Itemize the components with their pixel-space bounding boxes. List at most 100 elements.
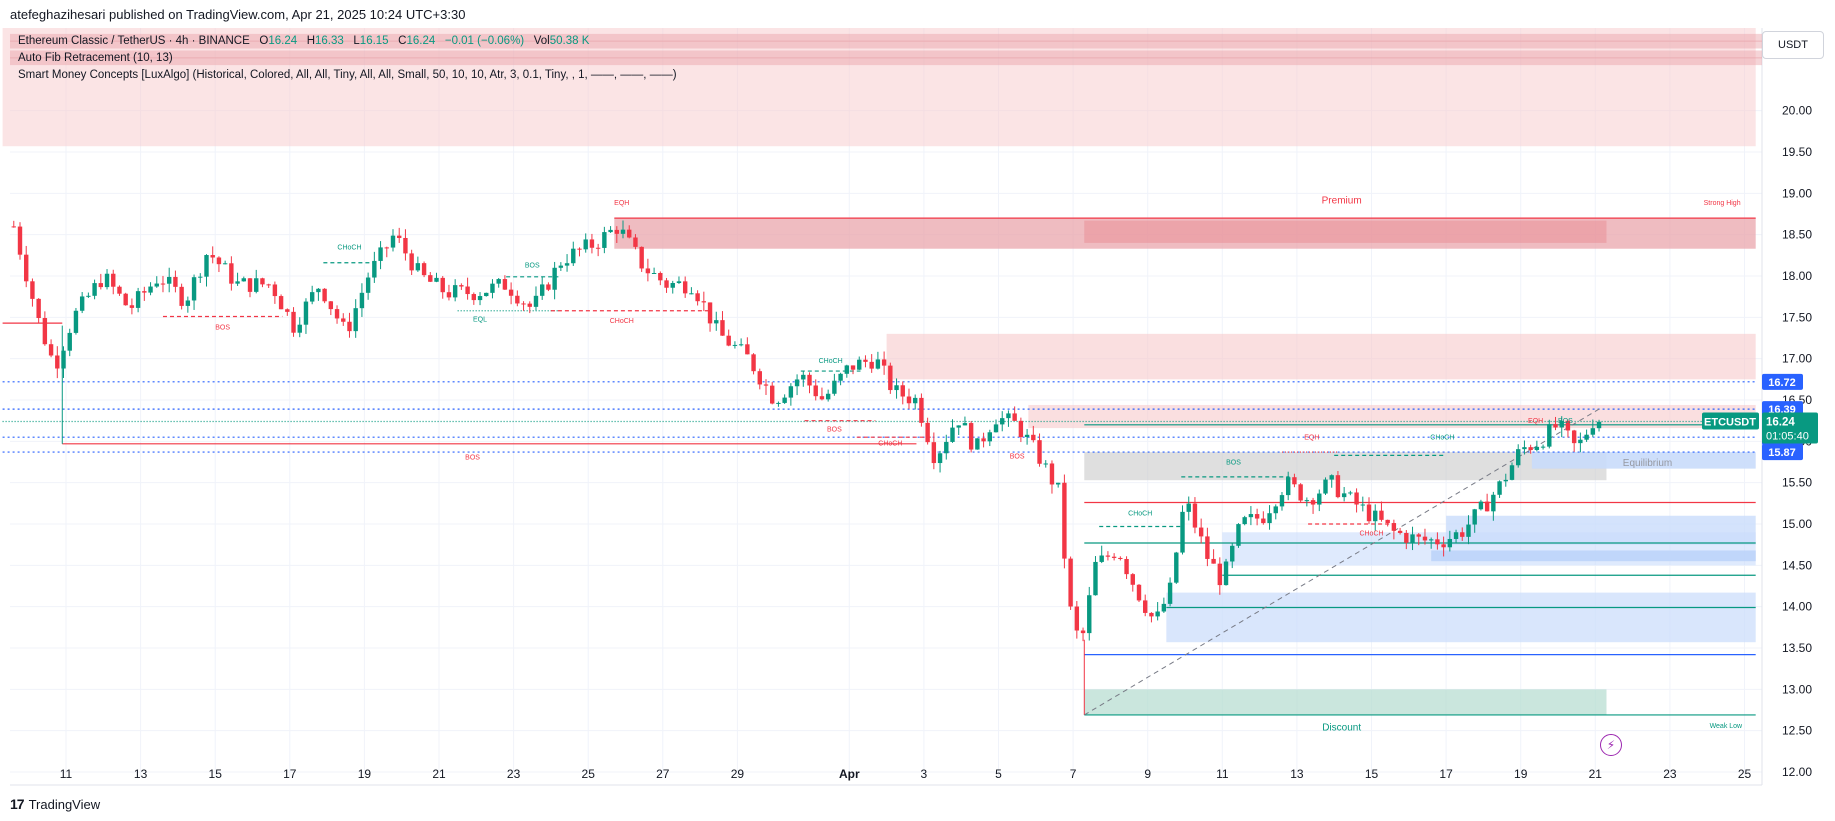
candle [1292,473,1297,488]
candle [1080,627,1086,642]
candle [571,241,576,266]
candle [409,249,414,276]
structure-label: Weak Low [1710,723,1743,730]
candle [285,308,290,316]
candle [1559,416,1564,438]
candle [229,256,234,291]
candle [950,419,955,443]
lightning-icon[interactable]: ⚡ [1600,734,1622,756]
candle [813,379,818,401]
candle [546,282,551,292]
candle [894,378,899,399]
x-tick-label: 21 [1589,767,1603,781]
candle [714,311,719,331]
candle [1379,501,1384,522]
candle [1466,515,1471,545]
candle [838,372,843,386]
y-tick-label: 15.00 [1782,517,1812,531]
candle [484,292,489,297]
candle [247,278,253,298]
candle [1099,545,1104,564]
symbol-name[interactable]: Ethereum Classic / TetherUS · 4h · BINAN… [18,35,250,47]
candle [1410,526,1415,551]
candle [968,421,974,453]
candle [962,416,968,426]
tradingview-logo[interactable]: 17 TradingView [10,796,100,812]
structure-annotations: EQH Premium Strong High CHoCH BOS BOS EQL CHoCH… [215,195,1743,733]
candle [254,269,259,294]
candle [1385,519,1390,527]
candle [832,373,837,396]
x-tick-label: 15 [209,767,223,781]
candle [1267,505,1272,530]
candle [1354,488,1359,513]
candle [390,229,396,252]
candle [508,282,514,305]
candle [1180,505,1185,555]
open-label: O [259,35,269,47]
structure-label: Equilibrium [1623,458,1672,469]
candle [844,364,850,378]
candle [1323,477,1328,495]
candle [819,387,825,401]
candle [1136,584,1142,603]
candle [278,294,284,310]
candle [204,254,209,287]
discount-zone [1084,689,1607,715]
candle [614,226,619,243]
candle [664,277,669,293]
candle [676,276,682,284]
candle [1348,490,1353,496]
candle [1223,558,1229,586]
x-tick-label: 11 [60,767,73,781]
candle [595,243,601,257]
candle [608,226,613,233]
candle [1167,577,1173,607]
structure-label: Discount [1322,723,1361,734]
candle [104,269,110,290]
candle [465,277,470,300]
candle [17,222,23,260]
close-label: C [398,35,407,47]
time-axis[interactable]: 11 13 15 17 19 21 23 25 27 29 Apr 3 5 7 9 11 13 15 17 19 21 2… [60,767,1752,781]
candle [1360,496,1365,512]
candle [297,317,302,338]
structure-label: CHoCH [1359,531,1383,538]
candle [869,354,874,373]
candle [86,292,91,298]
symbol-legend[interactable]: Ethereum Classic / TetherUS · 4h · BINAN… [18,35,589,47]
structure-label: EQH [614,200,629,207]
currency-button[interactable]: USDT [1762,31,1824,59]
candle [359,283,365,317]
structure-lines [2,217,1756,716]
candle [975,438,980,450]
candle [173,270,178,293]
candle [98,273,104,290]
x-tick-label: 27 [656,767,670,781]
structure-label: BOS [465,455,480,462]
x-tick-label: 23 [507,767,521,781]
candle [583,233,588,253]
volume-value: 50.38 K [549,35,590,47]
structure-label: BOS [1010,454,1025,461]
y-tick-label: 13.50 [1782,641,1812,655]
candle [1590,419,1596,437]
indicator-fib[interactable]: Auto Fib Retracement (10, 13) [18,52,173,64]
candle [322,288,327,304]
candle [1553,416,1558,431]
candle [421,261,427,278]
candle [341,313,346,326]
structure-label: BOS [525,263,540,270]
candle [61,346,66,378]
candle [732,341,738,349]
indicator-smc[interactable]: Smart Money Concepts [LuxAlgo] (Historic… [18,69,677,81]
top-zone [2,28,1756,147]
candle [1217,557,1223,595]
y-tick-label: 17.00 [1782,352,1812,366]
open-value: 16.24 [268,35,298,47]
candle [55,346,60,379]
low-value: 16.15 [359,35,389,47]
candle [1373,504,1378,531]
